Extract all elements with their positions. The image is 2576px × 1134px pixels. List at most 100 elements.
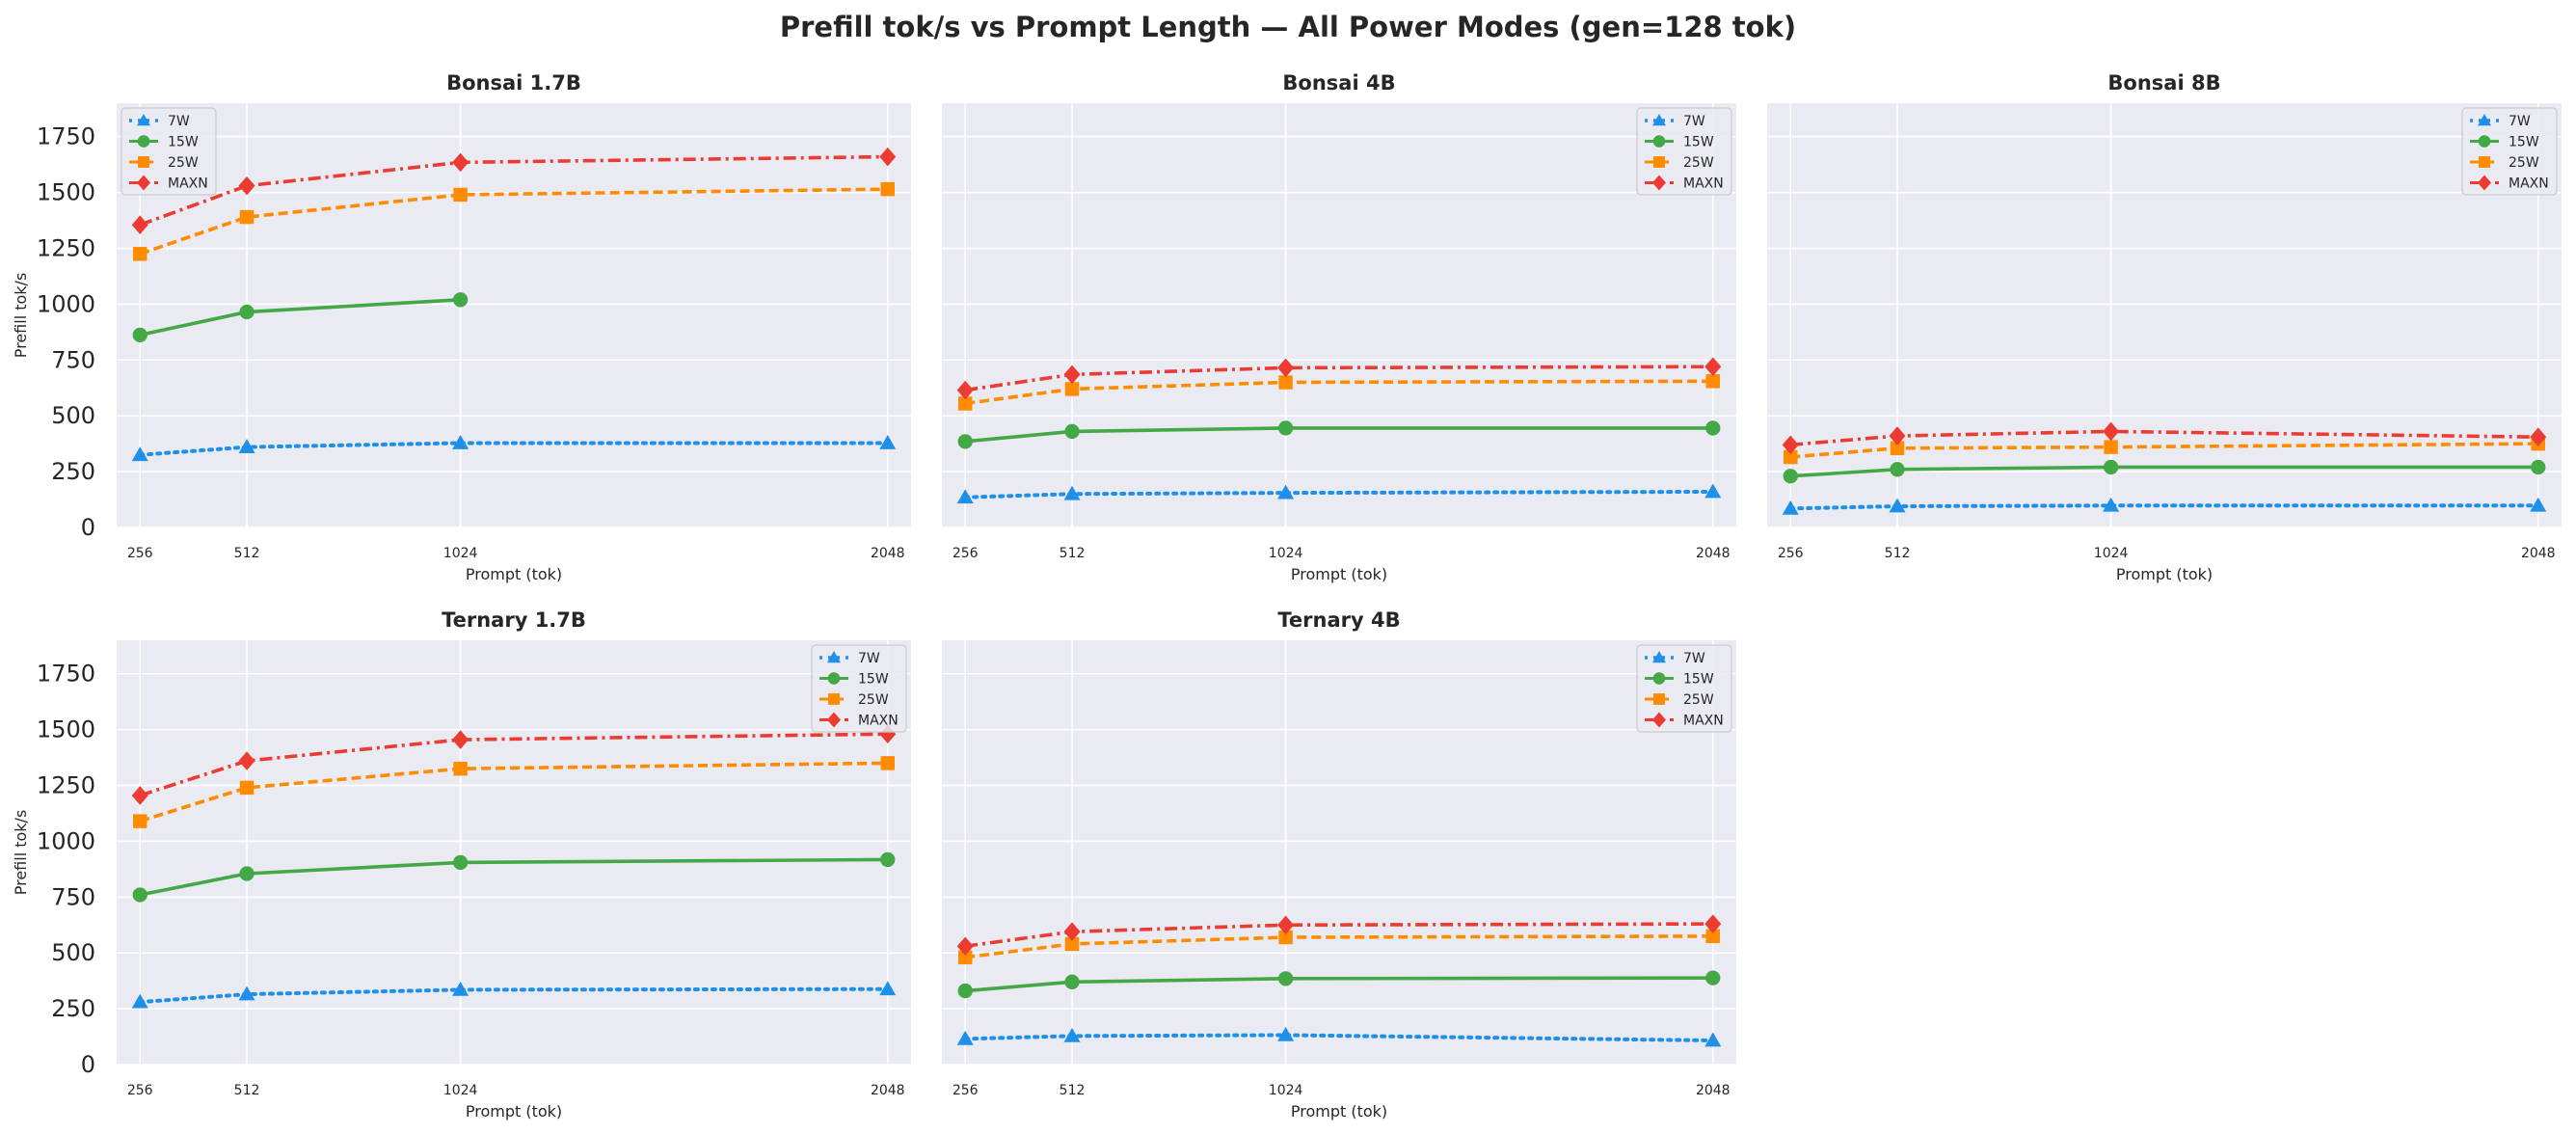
- data-point: [1705, 929, 1720, 944]
- x-tick-label: 1024: [2094, 546, 2129, 561]
- data-point: [2530, 427, 2547, 446]
- legend-box: [811, 644, 907, 733]
- x-tick-label: 256: [953, 546, 979, 561]
- data-point: [1705, 970, 1721, 986]
- series-maxn: [956, 914, 1722, 957]
- legend-marker: [1652, 175, 1666, 191]
- data-point: [1278, 375, 1293, 390]
- data-point: [1277, 420, 1294, 436]
- y-tick-label: 1500: [37, 716, 95, 743]
- data-point: [879, 981, 897, 996]
- legend-label: MAXN: [1683, 714, 1724, 729]
- y-tick-label: 1750: [37, 123, 95, 150]
- legend-label: MAXN: [1683, 176, 1724, 192]
- legend-marker: [1652, 651, 1666, 663]
- legend-marker: [137, 114, 150, 126]
- data-point: [453, 761, 468, 776]
- plot-area: [942, 103, 1736, 527]
- y-tick-label: 0: [81, 1051, 95, 1078]
- series-line: [139, 154, 888, 227]
- series-line: [138, 986, 890, 1005]
- y-axis-label: Prefill tok/s: [12, 273, 30, 359]
- panel-4: Ternary 1.7B 256 512 1024 2048 Prompt (tok) 0 2…: [12, 608, 911, 1120]
- x-tick-label: 2048: [871, 546, 905, 561]
- series-7w: [956, 1026, 1722, 1047]
- panels: Bonsai 1.7B 256 512 1024 2048 Prompt (tok) 0 25…: [12, 71, 2562, 1120]
- y-tick-label: 1250: [37, 772, 95, 799]
- series-line: [139, 857, 888, 897]
- y-tick-label: 750: [51, 883, 95, 910]
- legend-marker: [827, 651, 841, 663]
- data-point: [1278, 930, 1293, 945]
- series-maxn: [131, 147, 897, 234]
- panel-title: Ternary 1.7B: [442, 608, 586, 632]
- x-tick-label: 512: [1885, 546, 1911, 561]
- data-point: [2103, 497, 2120, 512]
- data-point: [453, 187, 468, 202]
- legend-label: 7W: [858, 651, 880, 666]
- y-tick-label: 250: [51, 995, 95, 1022]
- legend-marker: [1652, 712, 1666, 728]
- series-7w: [956, 483, 1722, 504]
- data-point: [2531, 459, 2546, 475]
- data-point: [1063, 922, 1081, 941]
- legend-label: 15W: [1683, 135, 1714, 150]
- legend-marker: [1652, 114, 1666, 126]
- data-point: [239, 780, 255, 796]
- series-15w: [957, 420, 1721, 449]
- y-tick-label: 1500: [37, 179, 95, 206]
- data-point: [1064, 423, 1080, 440]
- x-tick-label: 256: [1778, 546, 1804, 561]
- panel-5: Ternary 4B 256 512 1024 2048 Prompt (tok) 7W 15…: [942, 608, 1736, 1120]
- data-point: [238, 751, 255, 770]
- legend-label: 25W: [1683, 155, 1714, 171]
- data-point: [132, 327, 148, 343]
- series-line: [138, 441, 890, 457]
- series-line: [1790, 429, 2538, 447]
- data-point: [2103, 421, 2120, 442]
- series-line: [139, 732, 888, 797]
- data-point: [238, 176, 255, 196]
- x-tick-label: 512: [234, 1083, 260, 1098]
- data-point: [131, 446, 148, 462]
- legend-marker: [138, 156, 149, 168]
- data-point: [879, 147, 897, 167]
- series-25w: [133, 756, 895, 828]
- legend: 7W 15W 25W MAXN: [1636, 644, 1732, 733]
- data-point: [880, 756, 895, 770]
- legend-marker: [1653, 156, 1665, 168]
- y-tick-label: 750: [51, 346, 95, 373]
- x-tick-label: 2048: [1696, 1083, 1731, 1098]
- legend-label: 15W: [1683, 672, 1714, 688]
- y-tick-label: 1000: [37, 827, 95, 854]
- plot-area: [1767, 103, 2562, 527]
- legend-box: [2461, 107, 2558, 196]
- series-line: [963, 1033, 1715, 1042]
- x-tick-label: 1024: [1269, 1083, 1303, 1098]
- data-point: [452, 434, 470, 449]
- panel-title: Bonsai 1.7B: [446, 71, 581, 94]
- data-point: [239, 866, 255, 881]
- panel-3: Bonsai 8B 256 512 1024 2048 Prompt (tok) 7W 15W…: [1767, 71, 2562, 583]
- data-point: [1784, 449, 1798, 465]
- legend-marker: [1652, 672, 1666, 685]
- data-point: [2530, 497, 2547, 512]
- panel-title: Ternary 4B: [1277, 608, 1400, 632]
- legend-marker: [2479, 156, 2490, 168]
- data-point: [238, 986, 255, 1001]
- data-point: [1889, 426, 1906, 446]
- data-point: [880, 181, 895, 197]
- y-tick-label: 500: [51, 402, 95, 429]
- x-tick-label: 1024: [443, 1083, 478, 1098]
- series-maxn: [956, 357, 1722, 400]
- data-point: [1705, 374, 1720, 389]
- data-point: [957, 983, 973, 999]
- data-point: [1064, 974, 1080, 989]
- series-15w: [1783, 459, 2546, 484]
- legend-label: 15W: [2509, 135, 2539, 150]
- data-point: [1704, 914, 1722, 933]
- x-tick-label: 512: [1060, 546, 1086, 561]
- data-point: [1889, 498, 1906, 513]
- series-line: [964, 364, 1713, 392]
